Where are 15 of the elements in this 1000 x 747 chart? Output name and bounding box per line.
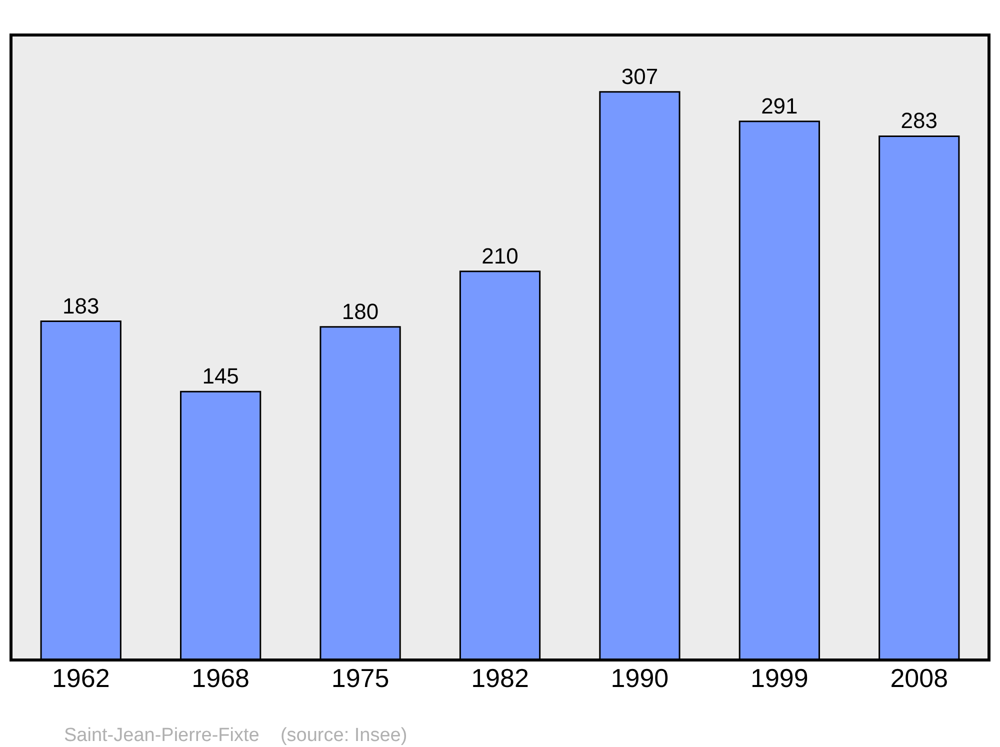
x-tick-label: 1975 <box>331 663 390 693</box>
data-label: 210 <box>482 243 518 268</box>
x-tick-label: 2008 <box>890 663 948 693</box>
data-label: 307 <box>621 64 658 89</box>
x-tick-label: 1999 <box>750 663 808 693</box>
x-tick-label: 1982 <box>471 663 529 693</box>
text: Saint-Jean-Pierre-Fixte (source: Insee) <box>64 725 408 746</box>
data-label: 180 <box>342 298 379 324</box>
x-tick-label: 1990 <box>610 663 669 693</box>
data-label: 291 <box>761 93 798 118</box>
data-label: 145 <box>202 364 239 389</box>
data-label: 183 <box>62 293 100 318</box>
data-label: 283 <box>900 108 938 134</box>
x-tick-label: 1968 <box>192 663 250 693</box>
x-tick-label: 1962 <box>52 663 110 693</box>
